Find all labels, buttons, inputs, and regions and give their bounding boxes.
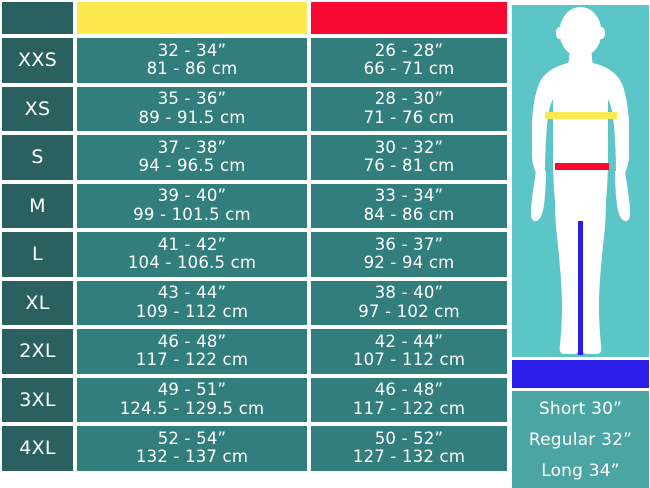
waist-cm: 76 - 81 cm — [363, 156, 455, 176]
cell-size: L — [0, 230, 75, 279]
legend-item-regular: Regular 32” — [528, 429, 633, 450]
figure-ear-right — [597, 27, 606, 39]
chest-inches: 43 - 44” — [157, 283, 227, 303]
chest-cm: 99 - 101.5 cm — [133, 204, 251, 224]
table-header-row — [0, 0, 509, 36]
waist-inches: 46 - 48” — [374, 380, 444, 400]
size-table: XXS 32 - 34” 81 - 86 cm 26 - 28” 66 - 71 cm X… — [0, 0, 509, 473]
waist-cm: 84 - 86 cm — [363, 204, 455, 224]
chest-inches: 32 - 34” — [157, 40, 227, 60]
waist-cm: 92 - 94 cm — [363, 253, 455, 273]
cell-size: XS — [0, 84, 75, 133]
chest-cm: 94 - 96.5 cm — [138, 156, 246, 176]
cell-chest: 37 - 38” 94 - 96.5 cm — [75, 133, 309, 182]
figure-panel: Short 30” Regular 32” Long 34” — [509, 0, 650, 488]
waist-inches: 50 - 52” — [374, 428, 444, 448]
cell-waist: 28 - 30” 71 - 76 cm — [309, 84, 509, 133]
cell-size: M — [0, 181, 75, 230]
table-row: XS 35 - 36” 89 - 91.5 cm 28 - 30” 71 - 76 cm — [0, 84, 509, 133]
waist-cm: 66 - 71 cm — [363, 59, 455, 79]
waist-cm: 127 - 132 cm — [352, 447, 466, 467]
chest-inches: 49 - 51” — [157, 380, 227, 400]
figure-neck — [568, 49, 593, 67]
cell-waist: 46 - 48” 117 - 122 cm — [309, 375, 509, 424]
cell-chest: 39 - 40” 99 - 101.5 cm — [75, 181, 309, 230]
table-body: XXS 32 - 34” 81 - 86 cm 26 - 28” 66 - 71 cm X… — [0, 36, 509, 473]
figure-legs — [555, 198, 606, 354]
waist-inches: 38 - 40” — [374, 283, 444, 303]
cell-chest: 35 - 36” 89 - 91.5 cm — [75, 84, 309, 133]
cell-size: XXS — [0, 36, 75, 85]
waist-inches: 30 - 32” — [374, 137, 444, 157]
chest-cm: 109 - 112 cm — [135, 301, 249, 321]
cell-chest: 43 - 44” 109 - 112 cm — [75, 278, 309, 327]
chest-inches: 46 - 48” — [157, 331, 227, 351]
waist-cm: 97 - 102 cm — [358, 301, 460, 321]
figure-head — [559, 7, 602, 57]
header-cell-size — [0, 0, 75, 36]
cell-size: S — [0, 133, 75, 182]
cell-waist: 42 - 44” 107 - 112 cm — [309, 327, 509, 376]
figure-arm-right — [615, 171, 631, 222]
header-cell-chest-swatch — [75, 0, 309, 36]
cell-chest: 49 - 51” 124.5 - 129.5 cm — [75, 375, 309, 424]
length-legend: Short 30” Regular 32” Long 34” — [512, 391, 649, 488]
table-row: XXS 32 - 34” 81 - 86 cm 26 - 28” 66 - 71 cm — [0, 36, 509, 85]
figure-ear-left — [555, 27, 564, 39]
chest-inches: 52 - 54” — [157, 428, 227, 448]
chest-inches: 39 - 40” — [157, 186, 227, 206]
waist-cm: 71 - 76 cm — [363, 107, 455, 127]
cell-size: 3XL — [0, 375, 75, 424]
chest-cm: 132 - 137 cm — [135, 447, 249, 467]
inseam-color-bar — [512, 360, 649, 388]
table-row: 2XL 46 - 48” 117 - 122 cm 42 - 44” 107 - 112… — [0, 327, 509, 376]
table-row: S 37 - 38” 94 - 96.5 cm 30 - 32” 76 - 81 cm — [0, 133, 509, 182]
figure-torso — [532, 63, 629, 205]
waist-inches: 26 - 28” — [374, 40, 444, 60]
cell-waist: 30 - 32” 76 - 81 cm — [309, 133, 509, 182]
inseam-measure-line — [578, 221, 583, 355]
cell-chest: 52 - 54” 132 - 137 cm — [75, 424, 309, 473]
table-row: M 39 - 40” 99 - 101.5 cm 33 - 34” 84 - 86 cm — [0, 181, 509, 230]
cell-size: XL — [0, 278, 75, 327]
cell-size: 2XL — [0, 327, 75, 376]
cell-chest: 32 - 34” 81 - 86 cm — [75, 36, 309, 85]
cell-chest: 41 - 42” 104 - 106.5 cm — [75, 230, 309, 279]
waist-inches: 36 - 37” — [374, 234, 444, 254]
waist-inches: 28 - 30” — [374, 89, 444, 109]
waist-inches: 42 - 44” — [374, 331, 444, 351]
waist-measure-line — [555, 163, 609, 170]
chest-cm: 81 - 86 cm — [146, 59, 238, 79]
chest-inches: 37 - 38” — [157, 137, 227, 157]
cell-waist: 26 - 28” 66 - 71 cm — [309, 36, 509, 85]
cell-waist: 50 - 52” 127 - 132 cm — [309, 424, 509, 473]
chest-inches: 35 - 36” — [157, 89, 227, 109]
chest-measure-line — [545, 112, 617, 119]
chest-cm: 89 - 91.5 cm — [138, 107, 246, 127]
legend-item-short: Short 30” — [538, 398, 623, 419]
waist-cm: 107 - 112 cm — [352, 350, 466, 370]
waist-inches: 33 - 34” — [374, 186, 444, 206]
chest-cm: 104 - 106.5 cm — [127, 253, 257, 273]
figure-arm-left — [530, 171, 546, 222]
table-row: 4XL 52 - 54” 132 - 137 cm 50 - 52” 127 - 132… — [0, 424, 509, 473]
cell-waist: 36 - 37” 92 - 94 cm — [309, 230, 509, 279]
chest-cm: 117 - 122 cm — [135, 350, 249, 370]
cell-waist: 33 - 34” 84 - 86 cm — [309, 181, 509, 230]
chest-inches: 41 - 42” — [157, 234, 227, 254]
chest-cm: 124.5 - 129.5 cm — [119, 398, 265, 418]
table-row: 3XL 49 - 51” 124.5 - 129.5 cm 46 - 48” 117 -… — [0, 375, 509, 424]
body-figure — [512, 5, 649, 357]
header-cell-waist-swatch — [309, 0, 509, 36]
legend-item-long: Long 34” — [541, 460, 620, 481]
cell-size: 4XL — [0, 424, 75, 473]
cell-waist: 38 - 40” 97 - 102 cm — [309, 278, 509, 327]
cell-chest: 46 - 48” 117 - 122 cm — [75, 327, 309, 376]
table-row: XL 43 - 44” 109 - 112 cm 38 - 40” 97 - 102 c… — [0, 278, 509, 327]
waist-cm: 117 - 122 cm — [352, 398, 466, 418]
table-row: L 41 - 42” 104 - 106.5 cm 36 - 37” 92 - 94 c… — [0, 230, 509, 279]
